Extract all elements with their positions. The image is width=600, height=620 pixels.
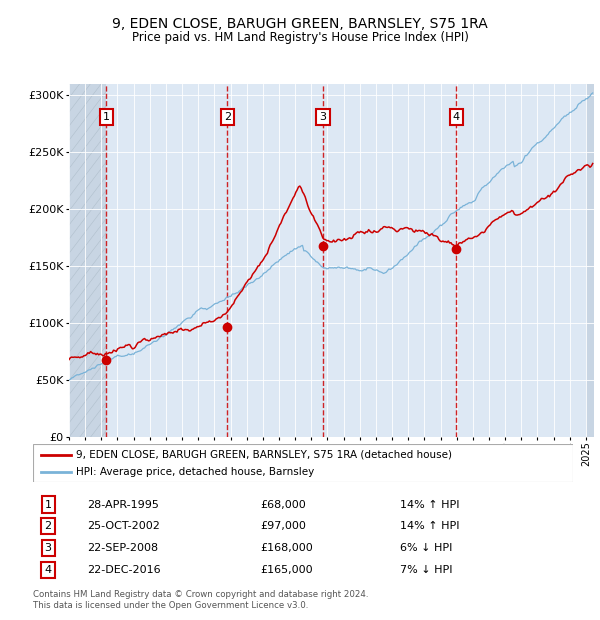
Text: 14% ↑ HPI: 14% ↑ HPI	[400, 521, 460, 531]
Text: 7% ↓ HPI: 7% ↓ HPI	[400, 565, 453, 575]
Text: 25-OCT-2002: 25-OCT-2002	[87, 521, 160, 531]
Text: £68,000: £68,000	[260, 500, 305, 510]
Text: 2: 2	[44, 521, 52, 531]
Text: £168,000: £168,000	[260, 543, 313, 553]
Text: 9, EDEN CLOSE, BARUGH GREEN, BARNSLEY, S75 1RA: 9, EDEN CLOSE, BARUGH GREEN, BARNSLEY, S…	[112, 17, 488, 32]
Text: 4: 4	[452, 112, 460, 122]
Text: 1: 1	[44, 500, 52, 510]
FancyBboxPatch shape	[33, 444, 573, 482]
Text: 22-SEP-2008: 22-SEP-2008	[87, 543, 158, 553]
Text: 28-APR-1995: 28-APR-1995	[87, 500, 159, 510]
Bar	[69, 84, 106, 437]
Text: 3: 3	[320, 112, 326, 122]
Text: 2: 2	[224, 112, 231, 122]
Text: £165,000: £165,000	[260, 565, 313, 575]
Text: 3: 3	[44, 543, 52, 553]
Text: 6% ↓ HPI: 6% ↓ HPI	[400, 543, 452, 553]
Text: Contains HM Land Registry data © Crown copyright and database right 2024.
This d: Contains HM Land Registry data © Crown c…	[33, 590, 368, 609]
Text: HPI: Average price, detached house, Barnsley: HPI: Average price, detached house, Barn…	[76, 467, 314, 477]
Text: 22-DEC-2016: 22-DEC-2016	[87, 565, 161, 575]
Text: £97,000: £97,000	[260, 521, 305, 531]
Bar	[586, 84, 594, 437]
Text: 14% ↑ HPI: 14% ↑ HPI	[400, 500, 460, 510]
Text: 4: 4	[44, 565, 52, 575]
Text: 1: 1	[103, 112, 110, 122]
Text: Price paid vs. HM Land Registry's House Price Index (HPI): Price paid vs. HM Land Registry's House …	[131, 31, 469, 44]
Text: 9, EDEN CLOSE, BARUGH GREEN, BARNSLEY, S75 1RA (detached house): 9, EDEN CLOSE, BARUGH GREEN, BARNSLEY, S…	[76, 450, 452, 459]
